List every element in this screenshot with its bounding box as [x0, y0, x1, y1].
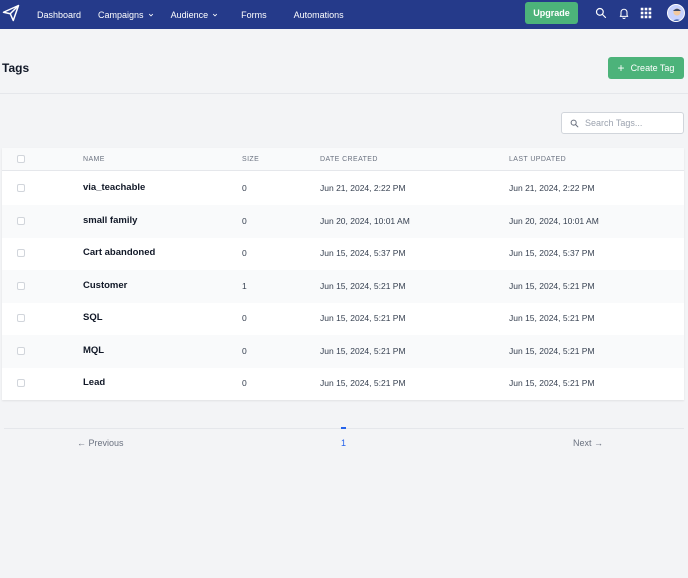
last-updated: Jun 21, 2024, 2:22 PM — [509, 183, 595, 193]
nav-item-automations[interactable]: Automations — [294, 10, 344, 20]
previous-page-link[interactable]: ← Previous — [77, 438, 124, 448]
upgrade-button[interactable]: Upgrade — [525, 2, 578, 24]
create-tag-label: Create Tag — [630, 63, 675, 73]
select-all-checkbox[interactable] — [17, 155, 25, 163]
bell-icon[interactable] — [618, 7, 630, 19]
plus-icon: + — [617, 61, 625, 75]
tag-name[interactable]: small family — [83, 215, 138, 226]
search-box[interactable] — [561, 112, 684, 134]
column-header-date-created[interactable]: DATE CREATED — [320, 156, 378, 163]
date-created: Jun 20, 2024, 10:01 AM — [320, 216, 410, 226]
table-row[interactable]: Customer 1 Jun 15, 2024, 5:21 PM Jun 15,… — [2, 270, 684, 303]
grid-icon[interactable] — [640, 7, 652, 19]
date-created: Jun 15, 2024, 5:21 PM — [320, 378, 406, 388]
last-updated: Jun 20, 2024, 10:01 AM — [509, 216, 599, 226]
date-created: Jun 21, 2024, 2:22 PM — [320, 183, 406, 193]
date-created: Jun 15, 2024, 5:37 PM — [320, 248, 406, 258]
tag-name[interactable]: via_teachable — [83, 182, 146, 193]
date-created: Jun 15, 2024, 5:21 PM — [320, 313, 406, 323]
date-created: Jun 15, 2024, 5:21 PM — [320, 281, 406, 291]
column-header-name[interactable]: NAME — [83, 156, 105, 163]
search-icon[interactable] — [595, 7, 607, 19]
page-number-1[interactable]: 1 — [341, 438, 347, 448]
chevron-down-icon — [148, 13, 153, 16]
search-input[interactable] — [585, 118, 675, 128]
nav-item-label: Automations — [293, 9, 344, 20]
chevron-down-icon — [212, 13, 218, 16]
nav-item-dashboard[interactable]: Dashboard — [37, 10, 81, 20]
column-header-last-updated[interactable]: LAST UPDATED — [509, 156, 567, 163]
top-navbar: Dashboard Campaigns Audience Forms Autom… — [0, 0, 688, 29]
tag-size: 0 — [242, 378, 247, 388]
last-updated: Jun 15, 2024, 5:21 PM — [509, 281, 595, 291]
nav-menu: Dashboard Campaigns Audience Forms Autom… — [37, 0, 361, 29]
user-avatar-icon — [668, 5, 684, 21]
tag-size: 0 — [242, 248, 247, 258]
tag-size: 0 — [242, 313, 247, 323]
tags-table: NAME SIZE DATE CREATED LAST UPDATED via_… — [2, 148, 684, 400]
last-updated: Jun 15, 2024, 5:21 PM — [509, 313, 595, 323]
table-row[interactable]: via_teachable 0 Jun 21, 2024, 2:22 PM Ju… — [2, 172, 684, 205]
nav-item-label: Campaigns — [98, 9, 144, 20]
tag-size: 0 — [242, 346, 247, 356]
last-updated: Jun 15, 2024, 5:21 PM — [509, 378, 595, 388]
tag-name[interactable]: Customer — [83, 280, 128, 291]
tag-size: 0 — [242, 216, 247, 226]
create-tag-button[interactable]: + Create Tag — [608, 57, 684, 79]
table-row[interactable]: SQL 0 Jun 15, 2024, 5:21 PM Jun 15, 2024… — [2, 302, 684, 335]
nav-item-forms[interactable]: Forms — [241, 10, 267, 20]
row-checkbox[interactable] — [17, 314, 25, 322]
nav-item-label: Forms — [241, 9, 267, 20]
table-row[interactable]: small family 0 Jun 20, 2024, 10:01 AM Ju… — [2, 205, 684, 238]
tag-name[interactable]: MQL — [83, 345, 105, 356]
tag-name[interactable]: SQL — [83, 312, 103, 323]
row-checkbox[interactable] — [17, 347, 25, 355]
search-icon — [570, 119, 579, 127]
tag-name[interactable]: Lead — [83, 377, 106, 388]
table-header: NAME SIZE DATE CREATED LAST UPDATED — [2, 148, 684, 171]
nav-item-campaigns[interactable]: Campaigns — [98, 10, 154, 20]
row-checkbox[interactable] — [17, 249, 25, 257]
row-checkbox[interactable] — [17, 184, 25, 192]
tag-size: 1 — [242, 281, 247, 291]
page-title: Tags — [2, 61, 30, 75]
nav-item-label: Dashboard — [37, 9, 82, 20]
table-row[interactable]: Cart abandoned 0 Jun 15, 2024, 5:37 PM J… — [2, 237, 684, 270]
row-checkbox[interactable] — [17, 282, 25, 290]
column-header-size[interactable]: SIZE — [242, 156, 260, 163]
last-updated: Jun 15, 2024, 5:37 PM — [509, 248, 595, 258]
nav-item-label: Audience — [170, 9, 209, 20]
table-row[interactable]: Lead 0 Jun 15, 2024, 5:21 PM Jun 15, 202… — [2, 367, 684, 400]
tag-name[interactable]: Cart abandoned — [83, 247, 156, 258]
date-created: Jun 15, 2024, 5:21 PM — [320, 346, 406, 356]
nav-item-audience[interactable]: Audience — [171, 10, 219, 20]
tag-size: 0 — [242, 183, 247, 193]
header-divider — [0, 93, 688, 94]
avatar[interactable] — [667, 4, 685, 22]
last-updated: Jun 15, 2024, 5:21 PM — [509, 346, 595, 356]
table-row[interactable]: MQL 0 Jun 15, 2024, 5:21 PM Jun 15, 2024… — [2, 335, 684, 368]
next-page-link[interactable]: Next → — [573, 438, 604, 448]
row-checkbox[interactable] — [17, 379, 25, 387]
current-page-indicator — [341, 427, 346, 429]
row-checkbox[interactable] — [17, 217, 25, 225]
paper-plane-logo-icon[interactable] — [2, 4, 20, 22]
